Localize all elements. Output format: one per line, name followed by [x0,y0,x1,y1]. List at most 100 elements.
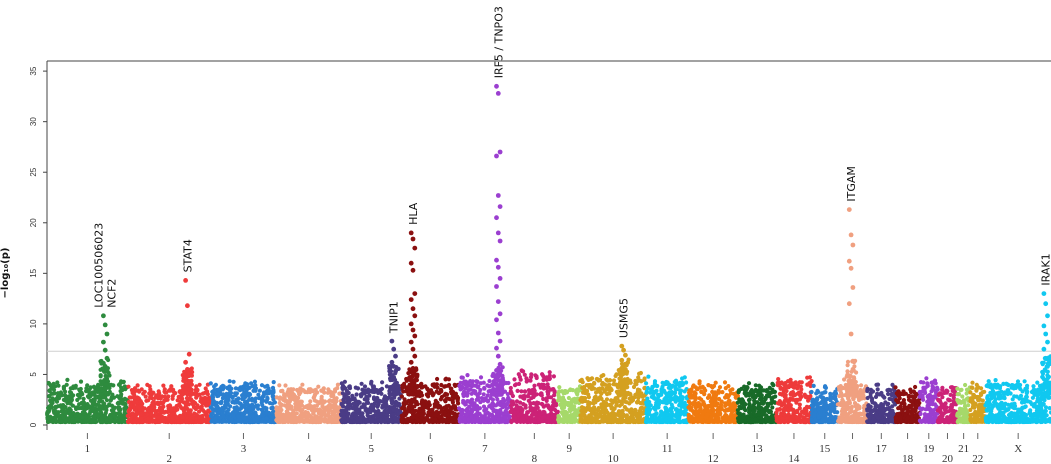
data-point [64,382,69,387]
data-point [183,401,188,406]
data-point [219,401,224,406]
data-point [364,394,369,400]
data-point [655,405,660,410]
data-point [292,411,297,416]
data-point [52,417,58,422]
data-point [650,384,655,389]
data-point [117,408,123,413]
data-point [679,388,684,393]
data-point [213,416,218,421]
data-point [115,401,120,406]
data-point [146,416,151,421]
data-point [88,385,93,390]
data-point [522,389,528,394]
data-point [644,390,649,395]
data-point [46,380,51,386]
data-point [294,399,300,404]
data-point [686,399,692,404]
data-point [668,397,673,402]
data-point [496,416,501,421]
data-point [268,418,273,423]
data-point [78,379,84,384]
data-point [54,399,60,404]
data-point [601,373,606,378]
data-point [331,398,336,403]
data-point [437,414,442,419]
data-point [71,411,76,416]
data-point [607,391,612,396]
data-point [203,386,208,391]
data-point [599,396,604,401]
data-point [636,375,641,380]
data-point [202,409,207,414]
data-point [226,407,231,412]
data-point [579,412,584,417]
data-point [208,381,213,386]
data-point [539,382,544,387]
data-point [211,399,216,404]
data-point [572,407,577,412]
data-point [354,405,359,410]
data-point [264,416,269,421]
data-point [471,418,476,423]
data-point [176,419,181,424]
data-point [150,401,155,406]
data-point [279,389,284,394]
data-point [247,385,252,390]
data-point [512,383,518,388]
data-point [681,382,686,387]
data-point [184,396,190,401]
data-point [329,393,334,398]
data-point [529,391,534,396]
data-point [312,398,317,403]
data-point [125,413,130,418]
data-point [595,415,600,420]
data-point [670,419,675,424]
data-point [87,404,92,409]
data-point [482,386,487,391]
data-point [639,405,645,410]
data-point [468,379,473,384]
data-point [132,399,137,404]
data-point [415,413,420,418]
data-point [162,387,167,392]
data-point [393,403,398,408]
data-point [583,415,588,420]
data-point [401,405,406,410]
data-point [481,418,486,423]
data-point [469,397,475,402]
data-point [218,386,223,391]
data-point [96,395,101,400]
data-point [519,411,524,416]
data-point [433,401,438,406]
data-point [370,403,375,408]
data-point [230,419,235,424]
data-point [85,383,90,388]
data-point [688,395,693,400]
data-point [180,415,185,420]
data-point [204,402,209,408]
data-point [296,402,301,407]
data-point [557,396,562,401]
data-point [161,400,166,405]
data-point [329,419,335,424]
data-point [605,378,610,383]
data-point [197,419,202,424]
data-point [248,413,253,418]
data-point [347,386,353,391]
data-point [237,388,243,393]
data-point [92,398,97,403]
data-point [126,408,131,413]
data-point [274,395,279,400]
data-point [255,419,260,424]
data-point [400,383,405,388]
data-point [166,394,171,399]
data-point [681,418,686,423]
data-point [170,396,175,401]
data-point [175,398,180,403]
data-point [189,419,194,424]
data-point [632,395,637,400]
data-point [221,414,226,419]
